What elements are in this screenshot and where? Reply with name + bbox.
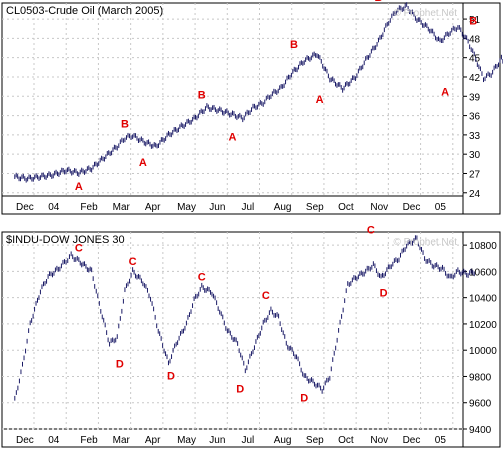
y-tick-label: 9600: [469, 399, 492, 410]
y-tick-label: 48: [469, 34, 481, 45]
x-tick-label: 04: [48, 202, 60, 213]
x-tick-label: Dec: [403, 202, 421, 213]
watermark: © Prophet.Net: [393, 8, 457, 19]
x-tick-label: Nov: [370, 435, 388, 446]
x-tick-label: Feb: [80, 435, 98, 446]
chart-panel-2: 9400 9600 9800 10000 10200 10400 10600 10800 Dec…: [1, 224, 501, 448]
watermark: © Prophet.Net: [393, 237, 457, 248]
annotation-label: B: [469, 16, 477, 28]
panel-frame: [1, 231, 501, 448]
x-tick-label: Apr: [145, 202, 161, 213]
chart-title: CL0503-Crude Oil (March 2005): [6, 5, 163, 17]
x-tick-label: Dec: [16, 435, 34, 446]
x-tick-label: Nov: [370, 202, 388, 213]
annotation-label: A: [139, 157, 147, 169]
annotation-label: B: [375, 0, 383, 4]
annotation-label: A: [316, 94, 324, 106]
annotation-label: A: [229, 131, 237, 143]
annotation-label: C: [75, 243, 83, 255]
annotation-label: D: [116, 358, 124, 370]
x-tick-label: Feb: [80, 202, 98, 213]
y-tick-label: 27: [469, 169, 481, 180]
x-tick-label: 04: [48, 435, 60, 446]
x-tick-label: May: [177, 202, 196, 213]
annotation-label: C: [367, 224, 375, 236]
y-tick-label: 30: [469, 150, 481, 161]
x-tick-label: May: [177, 435, 196, 446]
annotation-label: A: [441, 86, 449, 98]
x-tick-label: Sep: [306, 202, 324, 213]
x-tick-label: Oct: [338, 435, 354, 446]
y-tick-label: 10600: [469, 267, 497, 278]
annotation-label: D: [167, 370, 175, 382]
x-tick-label: Jul: [242, 202, 255, 213]
y-tick-label: 9400: [469, 425, 492, 436]
y-tick-label: 9800: [469, 372, 492, 383]
x-tick-label: Jun: [209, 202, 225, 213]
y-tick-label: 45: [469, 54, 481, 65]
y-tick-label: 24: [469, 189, 481, 200]
x-tick-label: Mar: [113, 202, 131, 213]
y-tick-label: 39: [469, 92, 481, 103]
annotation-label: C: [262, 290, 270, 302]
annotation-label: B: [198, 90, 206, 102]
x-tick-label: Jul: [242, 435, 255, 446]
annotation-label: A: [75, 181, 83, 193]
annotation-label: B: [121, 119, 129, 131]
x-tick-label: Aug: [274, 202, 292, 213]
annotation-label: D: [380, 288, 388, 300]
annotation-label: D: [236, 383, 244, 395]
x-tick-label: Aug: [274, 435, 292, 446]
y-tick-label: 10400: [469, 294, 497, 305]
x-tick-label: Dec: [16, 202, 34, 213]
x-tick-label: Sep: [306, 435, 324, 446]
x-tick-label: Oct: [338, 202, 354, 213]
y-tick-label: 10000: [469, 346, 497, 357]
annotation-label: C: [129, 256, 137, 268]
x-tick-label: Dec: [403, 435, 421, 446]
annotation-label: D: [300, 393, 308, 405]
annotation-label: C: [198, 272, 206, 284]
y-tick-label: 10800: [469, 241, 497, 252]
x-tick-label: Mar: [113, 435, 131, 446]
chart-title: $INDU-DOW JONES 30: [6, 234, 125, 246]
y-tick-label: 10200: [469, 320, 497, 331]
chart-panel-1: 24 27 30 33 36 39 42 45 48 51 Dec 04 Feb Mar Apr May Jun…: [1, 0, 503, 215]
y-tick-label: 36: [469, 112, 481, 123]
annotation-label: B: [290, 39, 298, 51]
x-tick-label: 05: [435, 202, 447, 213]
x-tick-label: 05: [435, 435, 447, 446]
x-tick-label: Jun: [209, 435, 225, 446]
y-tick-label: 51: [469, 15, 481, 26]
y-tick-label: 42: [469, 73, 481, 84]
y-tick-label: 33: [469, 131, 481, 142]
x-tick-label: Apr: [145, 435, 161, 446]
